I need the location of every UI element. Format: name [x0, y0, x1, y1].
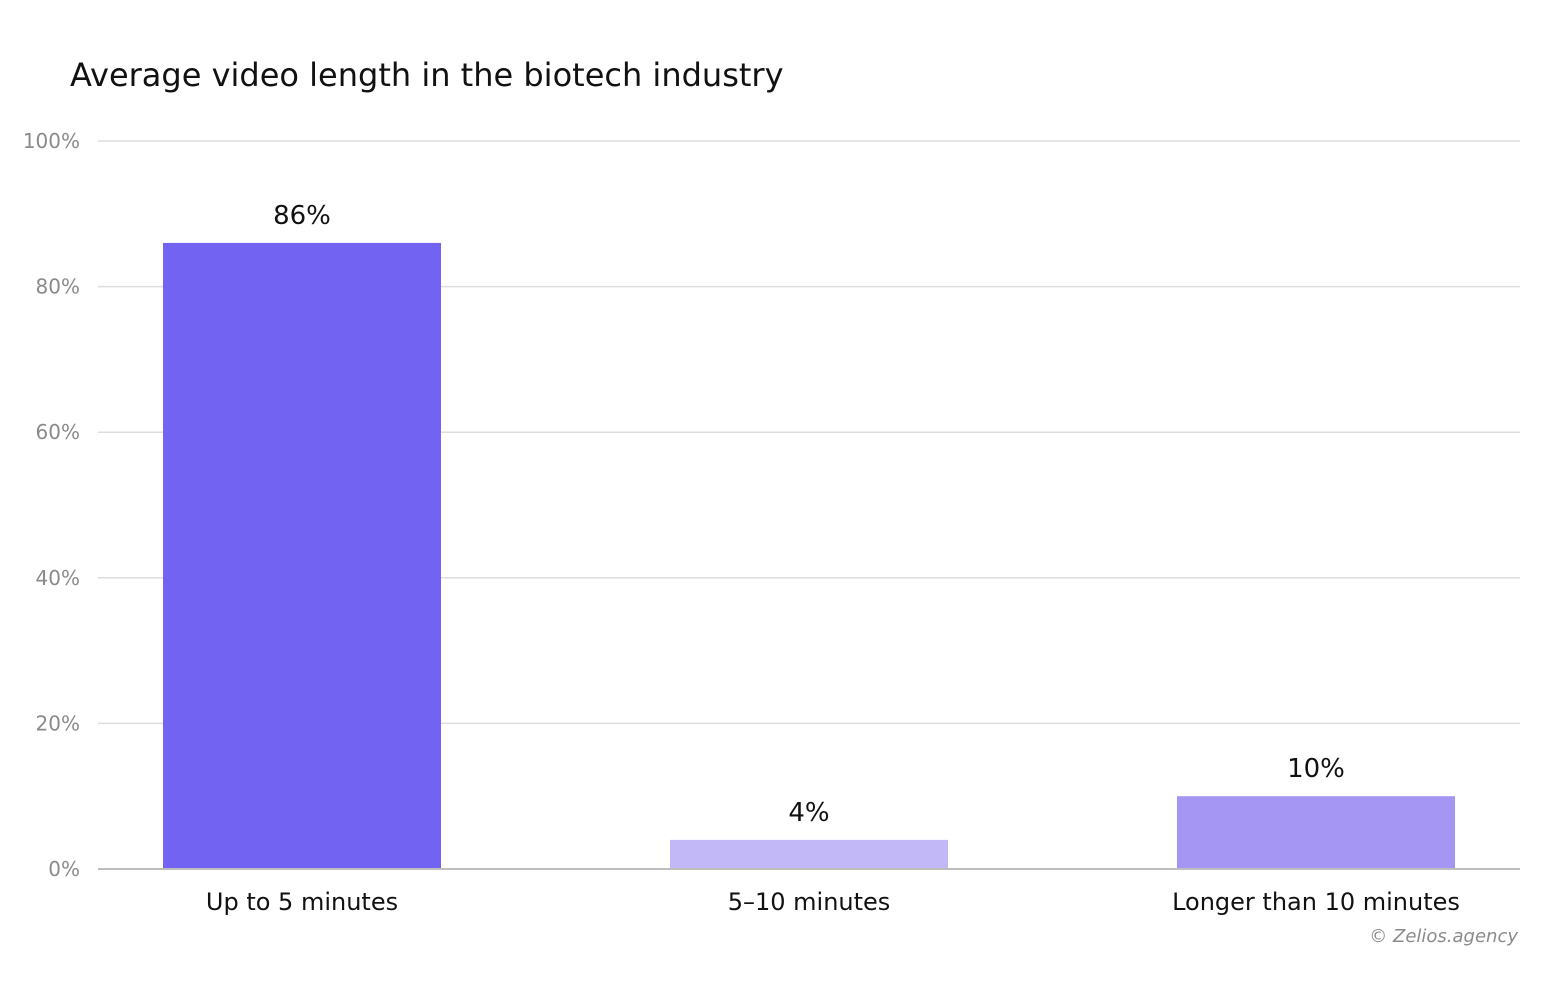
- bar: [670, 839, 948, 869]
- x-category-label: Up to 5 minutes: [206, 888, 398, 916]
- bars: [163, 242, 1455, 870]
- chart-title: Average video length in the biotech indu…: [70, 56, 784, 94]
- bar-data-label: 86%: [273, 201, 331, 231]
- y-tick-label: 0%: [48, 857, 80, 881]
- y-tick-label: 40%: [36, 566, 80, 590]
- bar-data-label: 10%: [1287, 754, 1345, 784]
- y-axis-tick-labels: 0% 20% 40% 60% 80% 100%: [23, 129, 80, 881]
- bar: [163, 242, 441, 870]
- bar: [1177, 796, 1455, 869]
- x-axis-category-labels: Up to 5 minutes 5–10 minutes Longer than 1…: [206, 888, 1460, 916]
- y-tick-label: 60%: [36, 420, 80, 444]
- x-category-label: Longer than 10 minutes: [1172, 888, 1460, 916]
- x-category-label: 5–10 minutes: [728, 888, 891, 916]
- y-tick-label: 20%: [36, 711, 80, 735]
- data-labels: 86% 4% 10%: [273, 201, 1345, 828]
- y-tick-label: 80%: [36, 275, 80, 299]
- bar-data-label: 4%: [788, 798, 829, 828]
- credit-text: © Zelios.agency: [1369, 926, 1518, 947]
- y-tick-label: 100%: [23, 129, 80, 153]
